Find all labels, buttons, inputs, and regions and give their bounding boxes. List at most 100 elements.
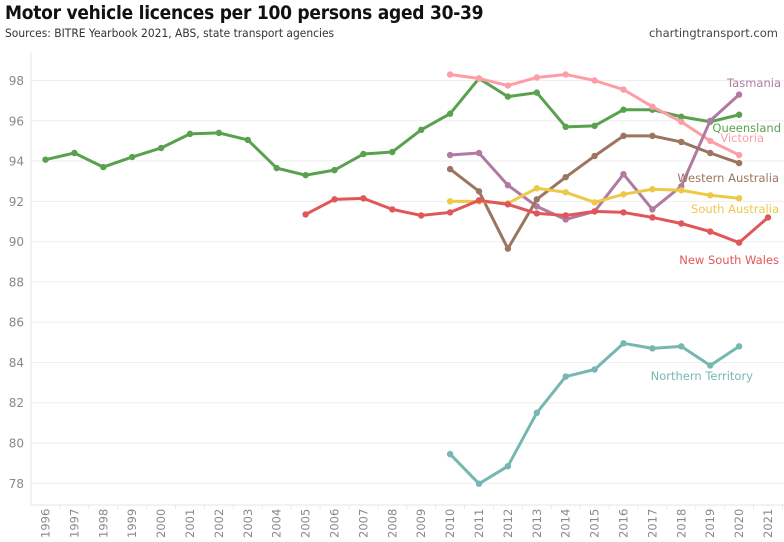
data-point[interactable] bbox=[215, 129, 223, 137]
data-point[interactable] bbox=[129, 153, 136, 161]
data-point[interactable] bbox=[764, 214, 772, 221]
data-point[interactable] bbox=[504, 93, 512, 100]
data-point[interactable] bbox=[678, 138, 685, 146]
data-point[interactable] bbox=[446, 209, 454, 216]
data-point[interactable] bbox=[591, 122, 598, 130]
data-point[interactable] bbox=[360, 150, 367, 158]
data-point[interactable] bbox=[707, 149, 714, 157]
data-point[interactable] bbox=[533, 89, 540, 96]
data-point[interactable] bbox=[100, 163, 107, 171]
data-point[interactable] bbox=[360, 195, 367, 202]
data-point[interactable] bbox=[418, 126, 425, 134]
data-point[interactable] bbox=[620, 191, 627, 198]
data-point[interactable] bbox=[186, 130, 194, 138]
data-point[interactable] bbox=[735, 343, 743, 350]
x-tick-label: 1999 bbox=[125, 509, 139, 538]
data-point[interactable] bbox=[418, 212, 425, 219]
data-point[interactable] bbox=[446, 151, 454, 159]
x-tick-label: 2003 bbox=[241, 509, 255, 538]
data-point[interactable] bbox=[735, 159, 743, 167]
data-point[interactable] bbox=[533, 74, 540, 81]
data-point[interactable] bbox=[562, 212, 569, 219]
y-axis: 78 80 82 84 86 88 90 92 94 96 98 bbox=[9, 52, 32, 505]
data-point[interactable] bbox=[649, 186, 656, 193]
gridlines bbox=[31, 80, 784, 484]
data-point[interactable] bbox=[678, 187, 685, 194]
data-point[interactable] bbox=[620, 170, 627, 178]
data-point[interactable] bbox=[678, 118, 685, 125]
data-point[interactable] bbox=[620, 132, 627, 140]
data-point[interactable] bbox=[735, 91, 743, 98]
data-point[interactable] bbox=[42, 156, 49, 163]
data-point[interactable] bbox=[707, 362, 714, 369]
data-point[interactable] bbox=[707, 137, 714, 145]
data-point[interactable] bbox=[71, 149, 78, 157]
data-point[interactable] bbox=[389, 206, 396, 213]
y-tick-label: 96 bbox=[9, 114, 24, 128]
data-point[interactable] bbox=[533, 210, 540, 217]
data-point[interactable] bbox=[475, 149, 483, 157]
data-point[interactable] bbox=[389, 148, 396, 156]
data-point[interactable] bbox=[562, 189, 569, 196]
data-point[interactable] bbox=[504, 201, 512, 208]
data-point[interactable] bbox=[591, 152, 598, 160]
data-point[interactable] bbox=[562, 71, 569, 78]
data-point[interactable] bbox=[331, 196, 338, 203]
data-point[interactable] bbox=[533, 409, 540, 417]
y-tick-label: 86 bbox=[9, 316, 24, 330]
data-point[interactable] bbox=[649, 214, 656, 221]
data-point[interactable] bbox=[244, 136, 251, 144]
data-point[interactable] bbox=[562, 373, 569, 380]
data-point[interactable] bbox=[475, 75, 483, 82]
data-point[interactable] bbox=[302, 171, 309, 179]
data-point[interactable] bbox=[562, 173, 569, 181]
data-point[interactable] bbox=[707, 228, 714, 235]
data-point[interactable] bbox=[735, 151, 743, 159]
data-point[interactable] bbox=[591, 77, 598, 84]
data-point[interactable] bbox=[475, 197, 483, 204]
data-point[interactable] bbox=[591, 199, 598, 206]
data-point[interactable] bbox=[620, 106, 627, 113]
data-point[interactable] bbox=[446, 71, 454, 78]
data-point[interactable] bbox=[591, 208, 598, 215]
data-point[interactable] bbox=[475, 480, 483, 487]
data-point[interactable] bbox=[649, 206, 656, 213]
data-point[interactable] bbox=[707, 192, 714, 199]
data-point[interactable] bbox=[678, 113, 685, 120]
data-point[interactable] bbox=[649, 345, 656, 352]
data-point[interactable] bbox=[446, 198, 454, 205]
series-queensland bbox=[42, 75, 743, 179]
data-point[interactable] bbox=[620, 209, 627, 216]
data-point[interactable] bbox=[620, 86, 627, 93]
data-point[interactable] bbox=[735, 195, 743, 202]
data-point[interactable] bbox=[649, 132, 656, 140]
x-tick-label: 2013 bbox=[530, 509, 544, 538]
data-point[interactable] bbox=[562, 123, 569, 131]
data-point[interactable] bbox=[475, 188, 483, 195]
data-point[interactable] bbox=[504, 245, 512, 252]
data-point[interactable] bbox=[302, 211, 309, 218]
data-point[interactable] bbox=[735, 239, 743, 246]
y-tick-label: 90 bbox=[9, 235, 24, 249]
data-point[interactable] bbox=[504, 82, 512, 89]
data-point[interactable] bbox=[504, 462, 512, 470]
data-point[interactable] bbox=[446, 450, 454, 458]
data-point[interactable] bbox=[273, 164, 280, 172]
series-label-tasmania: Tasmania bbox=[726, 76, 781, 90]
data-point[interactable] bbox=[504, 182, 512, 189]
data-point[interactable] bbox=[446, 110, 454, 117]
data-point[interactable] bbox=[446, 165, 454, 173]
data-point[interactable] bbox=[331, 166, 338, 174]
data-point[interactable] bbox=[649, 103, 656, 110]
x-tick-label: 2008 bbox=[385, 509, 399, 538]
data-point[interactable] bbox=[620, 340, 627, 347]
data-point[interactable] bbox=[533, 196, 540, 203]
data-point[interactable] bbox=[533, 185, 540, 192]
data-point[interactable] bbox=[678, 343, 685, 350]
data-point[interactable] bbox=[707, 117, 714, 124]
data-point[interactable] bbox=[157, 144, 165, 152]
data-point[interactable] bbox=[591, 366, 598, 373]
data-point[interactable] bbox=[678, 220, 685, 227]
data-point[interactable] bbox=[735, 111, 743, 118]
